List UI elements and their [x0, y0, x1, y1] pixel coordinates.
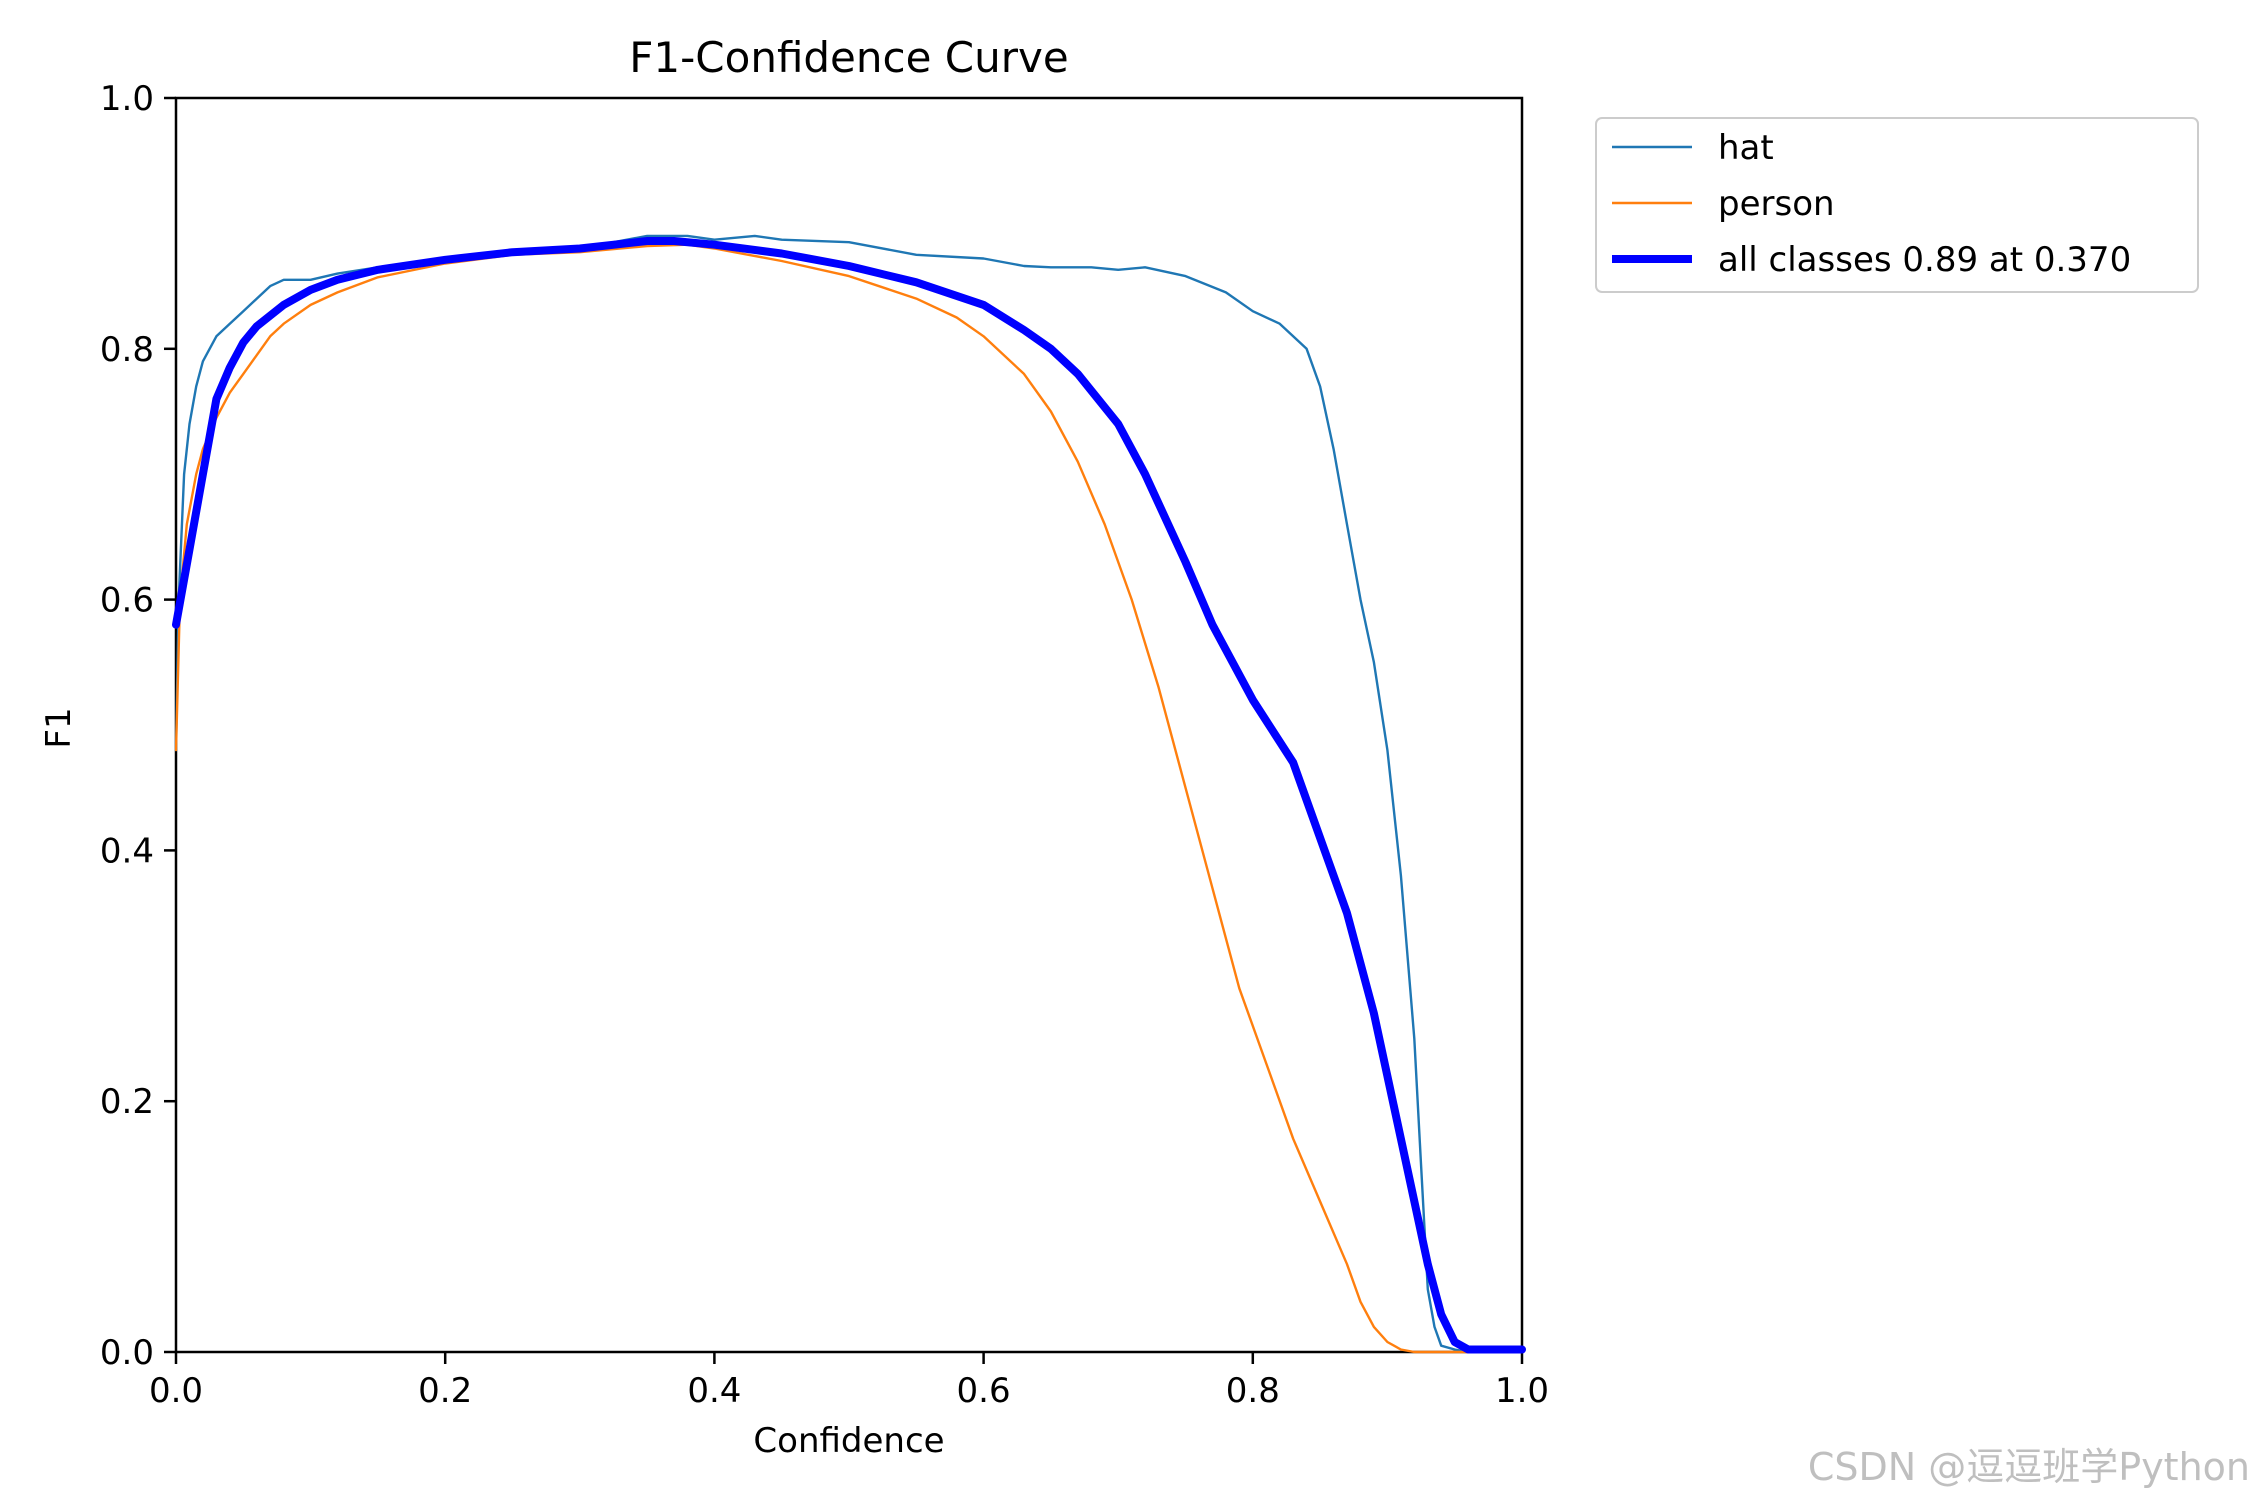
y-axis: 0.0 0.2 0.4 0.6 0.8 1.0	[100, 79, 176, 1373]
y-tick-label: 0.2	[100, 1082, 154, 1122]
x-tick-label: 0.8	[1226, 1371, 1280, 1411]
series-line-person	[174, 243, 1524, 1354]
legend-label-hat: hat	[1718, 128, 1774, 168]
series-lines	[172, 234, 1526, 1354]
y-tick-label: 0.4	[100, 831, 154, 871]
x-axis-label: Confidence	[753, 1421, 944, 1461]
series-line-hat	[174, 234, 1524, 1354]
series-line-all	[172, 237, 1526, 1354]
x-axis: 0.0 0.2 0.4 0.6 0.8 1.0	[149, 1352, 1549, 1411]
legend-label-all: all classes 0.89 at 0.370	[1718, 240, 2131, 280]
y-tick-label: 0.6	[100, 581, 154, 621]
x-tick-label: 1.0	[1495, 1371, 1549, 1411]
y-tick-label: 0.8	[100, 330, 154, 370]
legend-label-person: person	[1718, 184, 1835, 224]
y-tick-label: 1.0	[100, 79, 154, 119]
legend-box	[1595, 117, 2199, 293]
x-tick-label: 0.4	[687, 1371, 741, 1411]
y-tick-label: 0.0	[100, 1333, 154, 1373]
x-tick-label: 0.2	[418, 1371, 472, 1411]
watermark-text: CSDN @逗逗班学Python	[1808, 1445, 2250, 1489]
legend: hat person all classes 0.89 at 0.370	[1595, 117, 2199, 293]
x-tick-label: 0.6	[957, 1371, 1011, 1411]
x-tick-label: 0.0	[149, 1371, 203, 1411]
chart-title: F1-Confidence Curve	[629, 33, 1068, 82]
y-axis-label: F1	[39, 707, 79, 748]
